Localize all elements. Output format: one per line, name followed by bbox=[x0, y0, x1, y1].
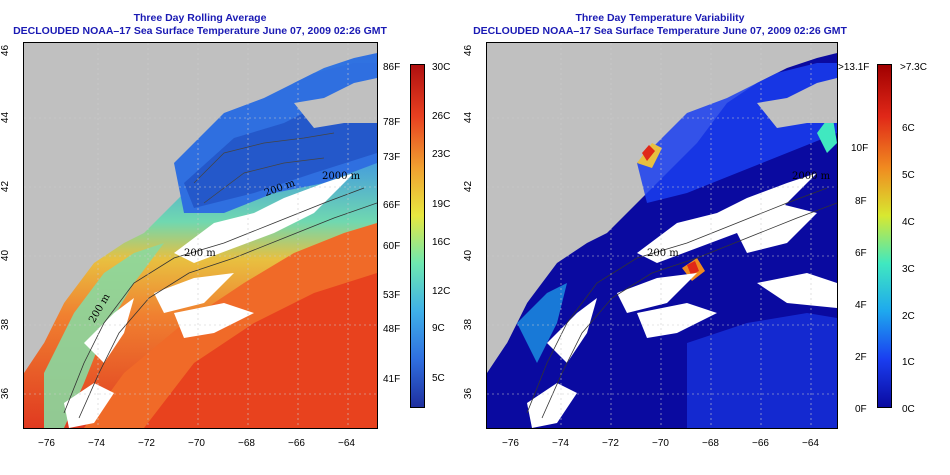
left-xtick--64: −64 bbox=[338, 438, 355, 449]
left-ytick-44: 44 bbox=[0, 111, 12, 124]
left-ytick-46: 46 bbox=[0, 44, 12, 57]
var-f-4: 4F bbox=[855, 300, 867, 311]
var-c-6: 6C bbox=[902, 123, 915, 134]
sst-f-53: 53F bbox=[383, 290, 401, 301]
right-ytick-38: 38 bbox=[463, 318, 475, 331]
sst-colorbar bbox=[410, 64, 425, 408]
right-xtick--72: −72 bbox=[602, 438, 619, 449]
left-xtick--68: −68 bbox=[238, 438, 255, 449]
var-f-10: 10F bbox=[851, 143, 869, 154]
left-xtick--72: −72 bbox=[138, 438, 155, 449]
right-xtick--70: −70 bbox=[652, 438, 669, 449]
sst-c-26: 26C bbox=[432, 111, 451, 122]
variability-colorbar bbox=[877, 64, 892, 408]
sst-c-12: 12C bbox=[432, 286, 451, 297]
right-ytick-44: 44 bbox=[463, 111, 475, 124]
right-ytick-36: 36 bbox=[463, 387, 475, 400]
var-f-2: 2F bbox=[855, 352, 867, 363]
left-ytick-40: 40 bbox=[0, 249, 12, 262]
right-ytick-40: 40 bbox=[463, 249, 475, 262]
left-xtick--76: −76 bbox=[38, 438, 55, 449]
left-ytick-38: 38 bbox=[0, 318, 12, 331]
sst-f-73: 73F bbox=[383, 152, 401, 163]
contour-label-200m: 200 m bbox=[184, 248, 216, 259]
right-ytick-46: 46 bbox=[463, 44, 475, 57]
sst-f-86: 86F bbox=[383, 62, 401, 73]
left-title: Three Day Rolling Average bbox=[133, 12, 267, 24]
left-xtick--70: −70 bbox=[188, 438, 205, 449]
var-c-5: 5C bbox=[902, 170, 915, 181]
sst-c-9: 9C bbox=[432, 323, 445, 334]
var-c-0: 0C bbox=[902, 404, 915, 415]
var-f-8: 8F bbox=[855, 196, 867, 207]
sst-variability-map: 2000 m 200 m bbox=[486, 42, 838, 429]
sst-f-66: 66F bbox=[383, 200, 401, 211]
sst-f-41: 41F bbox=[383, 374, 401, 385]
sst-f-60: 60F bbox=[383, 241, 401, 252]
right-xtick--68: −68 bbox=[702, 438, 719, 449]
sst-c-19: 19C bbox=[432, 199, 451, 210]
contour-label-2000m: 2000 m bbox=[322, 171, 361, 182]
left-subtitle: DECLOUDED NOAA–17 Sea Surface Temperatur… bbox=[13, 25, 387, 37]
sst-variability-map-graphic bbox=[487, 43, 837, 428]
var-c-2: 2C bbox=[902, 311, 915, 322]
sst-average-map-graphic bbox=[24, 43, 377, 428]
var-contour-label-2000m: 2000 m bbox=[792, 171, 831, 182]
var-c-3: 3C bbox=[902, 264, 915, 275]
sst-f-78: 78F bbox=[383, 117, 401, 128]
right-title: Three Day Temperature Variability bbox=[575, 12, 745, 24]
right-subtitle: DECLOUDED NOAA–17 Sea Surface Temperatur… bbox=[473, 25, 847, 37]
sst-c-16: 16C bbox=[432, 237, 451, 248]
var-f-6: 6F bbox=[855, 248, 867, 259]
var-f-13.1: >13.1F bbox=[838, 62, 870, 73]
right-xtick--66: −66 bbox=[752, 438, 769, 449]
left-xtick--74: −74 bbox=[88, 438, 105, 449]
left-ytick-42: 42 bbox=[0, 180, 12, 193]
left-ytick-36: 36 bbox=[0, 387, 12, 400]
var-contour-label-200m: 200 m bbox=[647, 248, 679, 259]
var-c-1: 1C bbox=[902, 357, 915, 368]
right-ytick-42: 42 bbox=[463, 180, 475, 193]
right-xtick--76: −76 bbox=[502, 438, 519, 449]
sst-c-23: 23C bbox=[432, 149, 451, 160]
var-c-7.3: >7.3C bbox=[900, 62, 927, 73]
left-xtick--66: −66 bbox=[288, 438, 305, 449]
right-xtick--64: −64 bbox=[802, 438, 819, 449]
var-f-0: 0F bbox=[855, 404, 867, 415]
sst-c-5: 5C bbox=[432, 373, 445, 384]
sst-average-map: 2000 m 200 m 200 m 200 m bbox=[23, 42, 378, 429]
sst-f-48: 48F bbox=[383, 324, 401, 335]
var-c-4: 4C bbox=[902, 217, 915, 228]
right-xtick--74: −74 bbox=[552, 438, 569, 449]
sst-c-30: 30C bbox=[432, 62, 451, 73]
